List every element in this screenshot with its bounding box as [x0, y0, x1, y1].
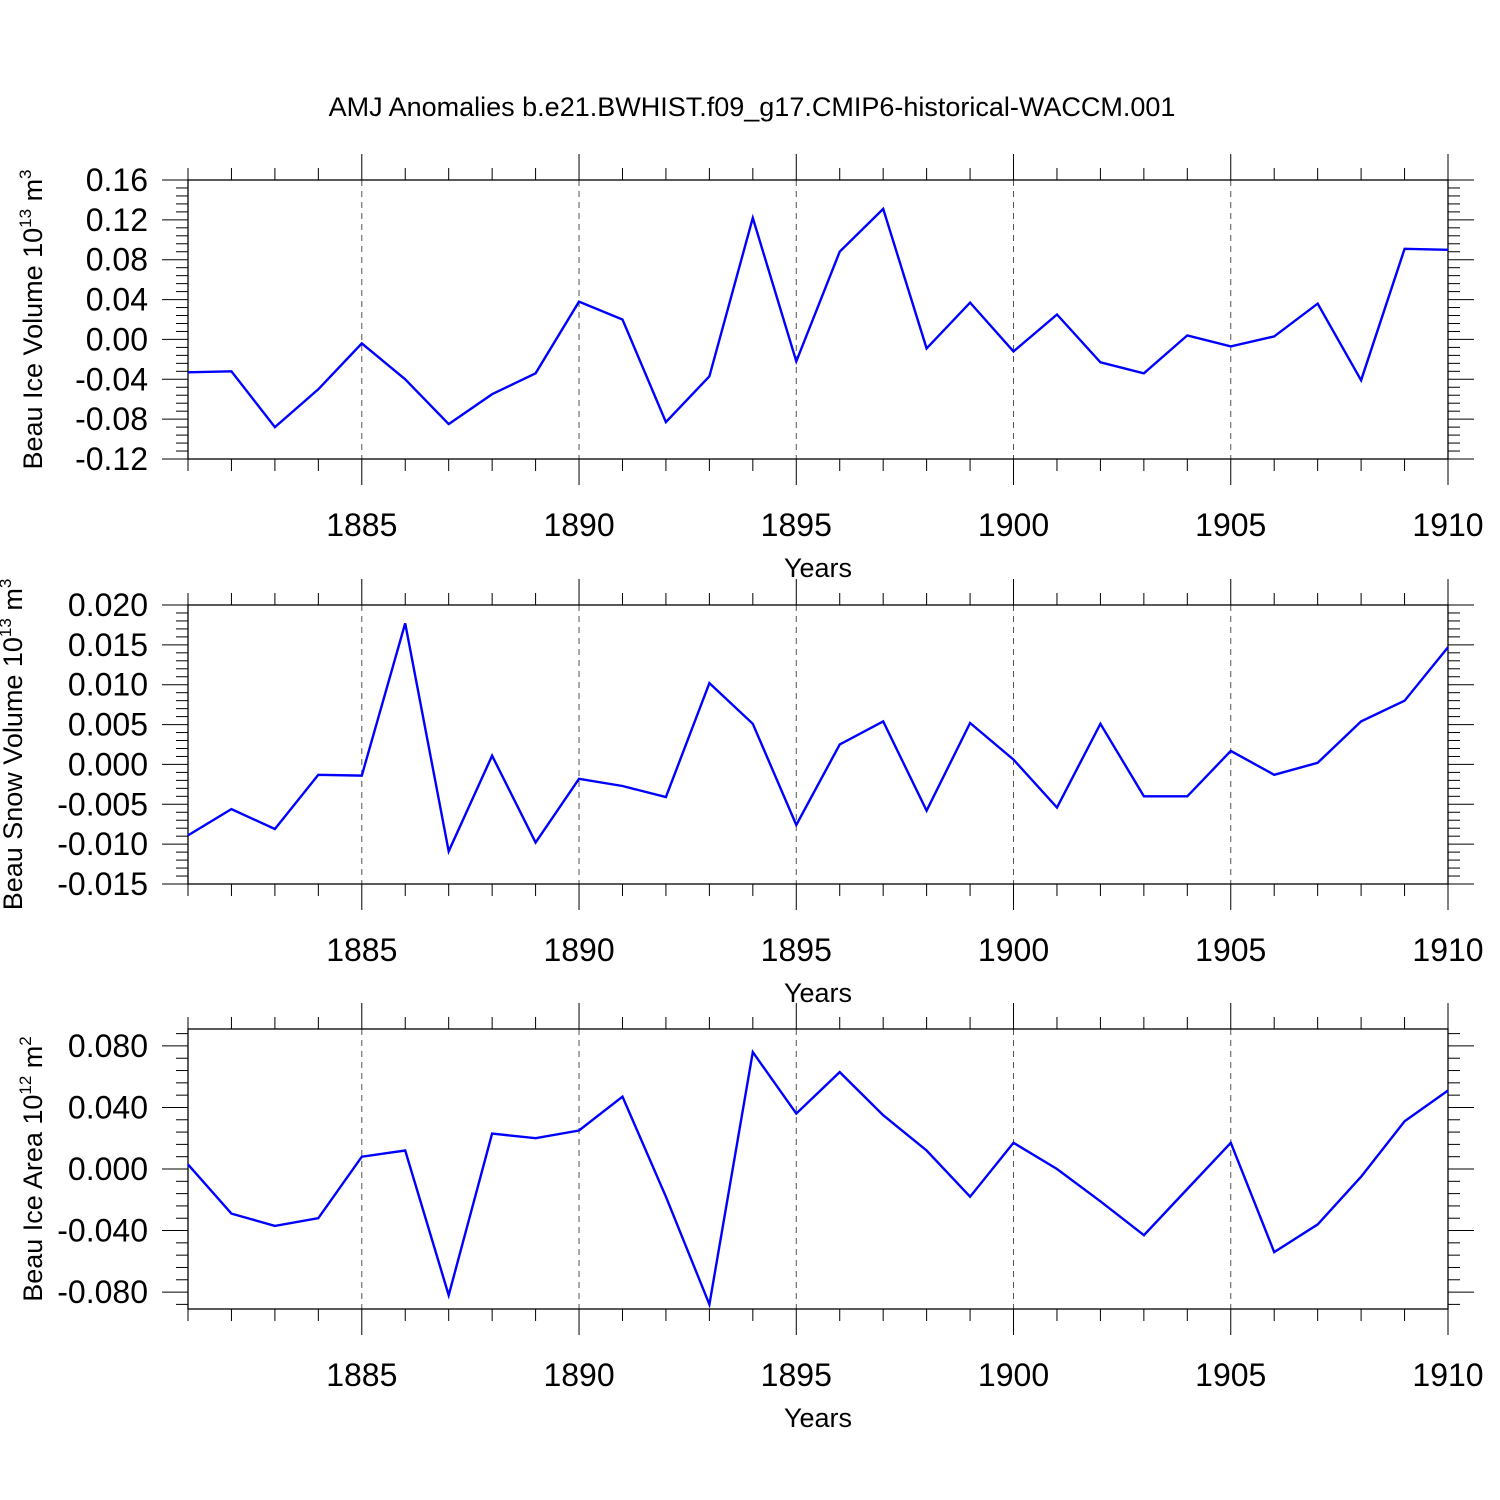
chart-panels: 0.16 0.12 0.08 0.040.00 -0.04 -0.08 -0.12 1885 1…	[0, 154, 1484, 1433]
y-tick-label: 0.000	[68, 746, 148, 782]
y-tick-label: -0.010	[57, 826, 148, 862]
y-axis-label: Beau Ice Volume 1013 m3	[16, 169, 48, 469]
x-axis-label: Years	[784, 1403, 852, 1433]
plot-frame	[187, 179, 1449, 460]
panel-3: 0.080 0.040 0.000 -0.040 -0.080 1885 1890 1895 1…	[16, 1003, 1484, 1433]
y-tick-label: 0.010	[68, 667, 148, 703]
x-tick-label: 1905	[1195, 932, 1266, 968]
plot-frame	[187, 1028, 1449, 1310]
y-tick-label: 0.005	[68, 707, 148, 743]
x-tick-label: 1910	[1412, 932, 1483, 968]
y-tick-label: -0.040	[57, 1213, 148, 1249]
y-axis-label: Beau Snow Volume 1013 m3	[0, 579, 28, 911]
y-tick-label: 0.00	[86, 321, 148, 357]
y-tick-label: -0.08	[75, 401, 148, 437]
y-tick-label: -0.04	[75, 361, 148, 397]
x-tick-label: 1905	[1195, 1357, 1266, 1393]
y-tick-label: 0.08	[86, 242, 148, 278]
x-tick-label: 1900	[978, 507, 1049, 543]
x-tick-label: 1900	[978, 1357, 1049, 1393]
y-tick-label: 0.080	[68, 1028, 148, 1064]
series-line	[187, 206, 1449, 429]
x-tick-label: 1910	[1412, 507, 1483, 543]
plot-frame	[187, 604, 1449, 885]
y-tick-label: 0.020	[68, 587, 148, 623]
x-axis-label: Years	[784, 553, 852, 583]
x-tick-label: 1910	[1412, 1357, 1483, 1393]
x-tick-label: 1885	[326, 1357, 397, 1393]
x-axis-label: Years	[784, 978, 852, 1008]
x-tick-label: 1895	[761, 932, 832, 968]
y-tick-label: -0.080	[57, 1274, 148, 1310]
series-line	[187, 622, 1449, 856]
y-tick-label: 0.015	[68, 627, 148, 663]
y-tick-label: 0.040	[68, 1089, 148, 1125]
y-tick-label: 0.16	[86, 162, 148, 198]
y-tick-label: 0.12	[86, 202, 148, 238]
y-tick-label: -0.005	[57, 786, 148, 822]
series-line	[187, 1049, 1449, 1309]
x-tick-label: 1885	[326, 932, 397, 968]
panel-1: 0.16 0.12 0.08 0.040.00 -0.04 -0.08 -0.12 1885 1…	[16, 154, 1484, 583]
x-tick-label: 1890	[543, 507, 614, 543]
x-tick-label: 1890	[543, 1357, 614, 1393]
x-tick-label: 1890	[543, 932, 614, 968]
figure-title: AMJ Anomalies b.e21.BWHIST.f09_g17.CMIP6…	[329, 92, 1176, 122]
y-tick-label: 0.000	[68, 1151, 148, 1187]
x-tick-label: 1895	[761, 507, 832, 543]
y-axis-label: Beau Ice Area 1012 m2	[16, 1036, 48, 1302]
x-tick-label: 1905	[1195, 507, 1266, 543]
x-tick-label: 1900	[978, 932, 1049, 968]
y-tick-label: -0.12	[75, 441, 148, 477]
y-tick-label: -0.015	[57, 866, 148, 902]
x-tick-label: 1885	[326, 507, 397, 543]
x-tick-label: 1895	[761, 1357, 832, 1393]
y-tick-label: 0.04	[86, 282, 148, 318]
